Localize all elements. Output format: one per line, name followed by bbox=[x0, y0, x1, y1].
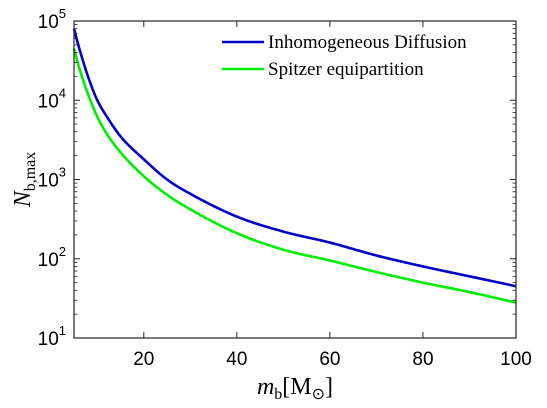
y-tick-label: 103 bbox=[38, 165, 66, 192]
x-tick-label: 20 bbox=[133, 349, 154, 370]
series-line-1 bbox=[72, 48, 517, 304]
labels-layer: 20 40 60 80 100 101 102 103 104 105 mb[M⊙] Nb,max bbox=[10, 6, 532, 403]
x-tick-label: 100 bbox=[500, 349, 532, 370]
legend: Inhomogeneous Diffusion Spitzer equiparti… bbox=[222, 32, 467, 80]
y-tick-label: 102 bbox=[38, 244, 66, 271]
y-tick-label: 105 bbox=[38, 6, 66, 33]
series-line-0 bbox=[72, 28, 517, 288]
y-tick-label: 101 bbox=[38, 323, 66, 350]
legend-label-1: Spitzer equipartition bbox=[268, 59, 424, 80]
y-tick-label: 104 bbox=[38, 85, 66, 112]
series-layer bbox=[72, 28, 517, 304]
y-axis-label: Nb,max bbox=[10, 152, 39, 209]
ticks-layer bbox=[74, 20, 517, 339]
x-tick-label: 80 bbox=[412, 349, 433, 370]
x-tick-label: 60 bbox=[319, 349, 340, 370]
legend-label-0: Inhomogeneous Diffusion bbox=[268, 32, 467, 53]
x-axis-label: mb[M⊙] bbox=[257, 374, 333, 403]
x-tick-label: 40 bbox=[226, 349, 247, 370]
